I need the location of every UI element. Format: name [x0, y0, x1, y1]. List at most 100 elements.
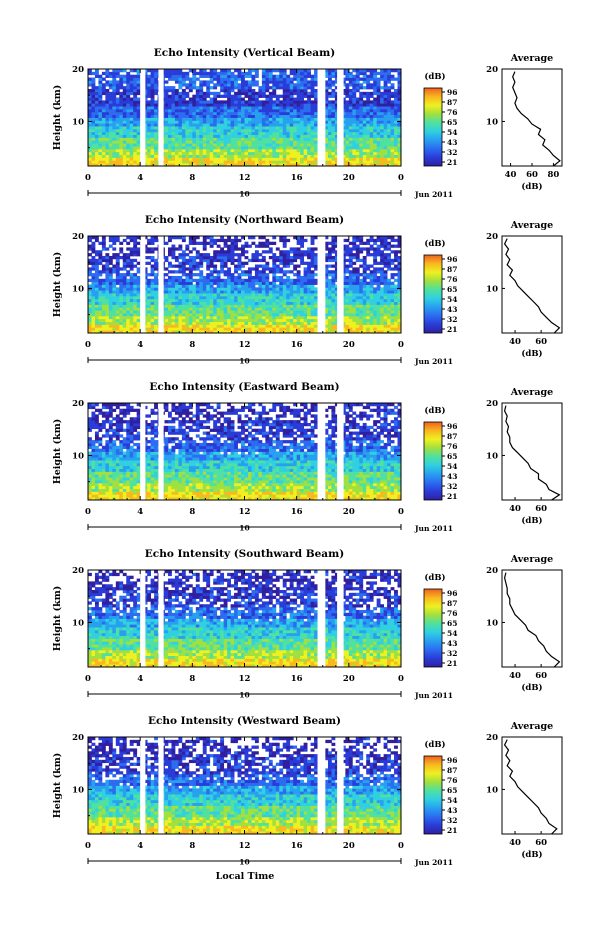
heatmap-cell — [303, 140, 308, 144]
heatmap-cell — [251, 318, 256, 322]
heatmap-cell — [136, 126, 141, 130]
heatmap-cell — [112, 315, 117, 320]
heatmap-cell — [108, 83, 113, 87]
heatmap-cell — [383, 117, 388, 121]
heatmap-cell — [296, 114, 301, 118]
heatmap-cell — [348, 111, 353, 116]
heatmap-cell — [387, 100, 391, 104]
heatmap-cell — [133, 88, 138, 93]
heatmap-cell — [237, 120, 242, 124]
heatmap-cell — [334, 140, 339, 144]
heatmap-cell — [261, 267, 266, 271]
heatmap-cell — [143, 270, 148, 274]
heatmap-cell — [300, 117, 305, 121]
heatmap-cell — [348, 284, 353, 288]
heatmap-cell — [286, 83, 291, 87]
heatmap-cell — [279, 100, 284, 104]
heatmap-cell — [390, 94, 395, 98]
heatmap-cell — [268, 94, 273, 98]
heatmap-cell — [383, 324, 388, 328]
heatmap-cell — [383, 120, 388, 124]
heatmap-cell — [244, 295, 249, 300]
heatmap-cell — [167, 140, 172, 144]
heatmap-cell — [241, 100, 245, 104]
heatmap-cell — [373, 126, 378, 130]
heatmap-cell — [383, 137, 388, 141]
heatmap-cell — [150, 278, 155, 283]
heatmap-cell — [324, 318, 329, 322]
heatmap-cell — [122, 315, 127, 320]
heatmap-cell — [171, 69, 176, 73]
heatmap-cell — [390, 324, 395, 328]
heatmap-cell — [359, 324, 364, 328]
heatmap-cell — [251, 298, 256, 303]
heatmap-cell — [355, 114, 360, 118]
heatmap-cell — [150, 97, 155, 101]
heatmap-cell — [345, 304, 350, 308]
heatmap-cell — [247, 143, 252, 147]
heatmap-cell — [171, 140, 176, 144]
heatmap-cell — [220, 290, 225, 294]
heatmap-cell — [188, 278, 193, 283]
heatmap-cell — [105, 154, 110, 158]
heatmap-cell — [174, 313, 179, 317]
heatmap-cell — [296, 91, 301, 96]
heatmap-cell — [275, 284, 280, 288]
heatmap-cell — [150, 290, 155, 294]
heatmap-cell — [331, 304, 336, 308]
heatmap-cell — [154, 327, 158, 331]
heatmap-cell — [341, 106, 346, 110]
heatmap-cell — [129, 111, 134, 116]
heatmap-cell — [387, 157, 391, 161]
heatmap-cell — [314, 80, 318, 84]
heatmap-cell — [261, 91, 266, 96]
heatmap-cell — [136, 97, 141, 101]
heatmap-cell — [234, 298, 238, 303]
heatmap-cell — [383, 157, 388, 161]
heatmap-cell — [115, 148, 120, 153]
heatmap-cell — [293, 293, 298, 297]
heatmap-cell — [345, 163, 350, 167]
heatmap-cell — [397, 86, 402, 90]
heatmap-cell — [150, 281, 155, 285]
heatmap-cell — [94, 123, 99, 127]
heatmap-cell — [171, 100, 176, 104]
heatmap-cell — [397, 281, 402, 285]
heatmap-cell — [199, 287, 204, 291]
heatmap-cell — [355, 128, 360, 133]
heatmap-cell — [275, 267, 280, 271]
heatmap-cell — [150, 151, 155, 155]
heatmap-cell — [345, 154, 350, 158]
heatmap-cell — [91, 77, 96, 81]
heatmap-cell — [327, 293, 332, 297]
heatmap-cell — [310, 117, 315, 121]
heatmap-cell — [220, 151, 225, 155]
heatmap-cell — [241, 160, 245, 164]
heatmap-cell — [397, 154, 402, 158]
heatmap-cell — [348, 106, 353, 110]
heatmap-cell — [331, 108, 336, 113]
heatmap-cell — [126, 88, 131, 93]
heatmap-cell — [341, 327, 346, 331]
heatmap-cell — [241, 77, 245, 81]
heatmap-cell — [244, 160, 249, 164]
heatmap-cell — [331, 83, 336, 87]
heatmap-cell — [206, 100, 211, 104]
heatmap-cell — [307, 154, 311, 158]
heatmap-cell — [94, 131, 99, 136]
heatmap-cell — [115, 278, 120, 283]
heatmap-cell — [286, 298, 291, 303]
heatmap-cell — [387, 111, 391, 116]
heatmap-cell — [352, 86, 357, 90]
heatmap-cell — [324, 146, 329, 150]
heatmap-cell — [171, 157, 176, 161]
heatmap-cell — [188, 80, 193, 84]
heatmap-cell — [188, 321, 193, 325]
heatmap-cell — [115, 310, 120, 314]
heatmap-cell — [213, 143, 218, 147]
heatmap-cell — [209, 284, 214, 288]
heatmap-cell — [247, 295, 252, 300]
heatmap-cell — [227, 106, 231, 110]
heatmap-cell — [98, 310, 103, 314]
heatmap-cell — [258, 270, 263, 274]
